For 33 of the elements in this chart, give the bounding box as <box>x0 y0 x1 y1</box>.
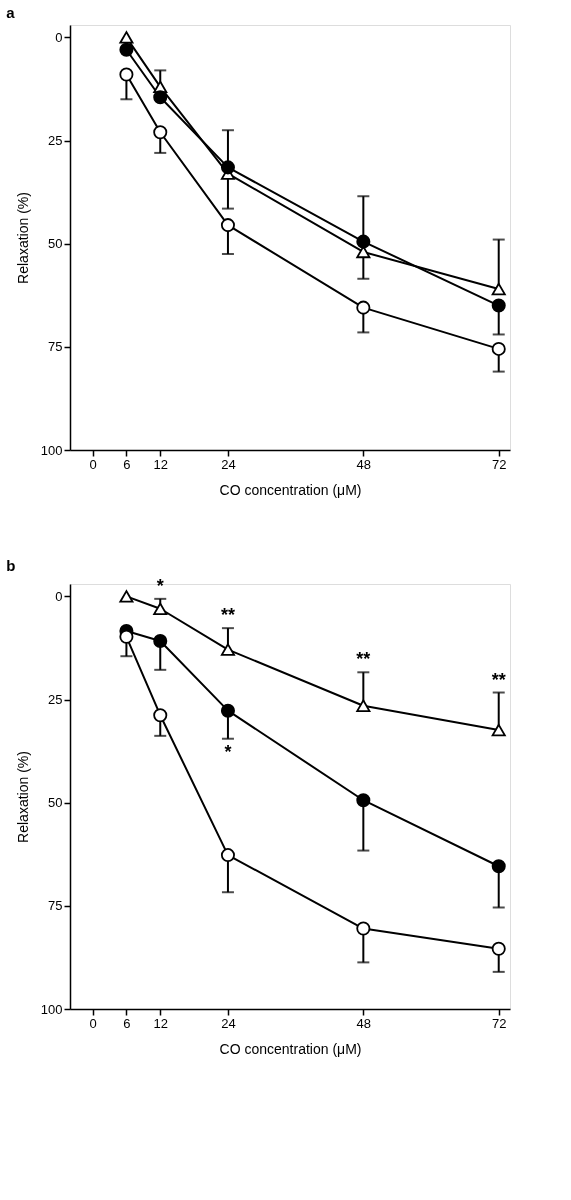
x-axis-title: CO concentration (μM) <box>219 1040 362 1057</box>
y-axis-title: Relaxation (%) <box>14 192 31 284</box>
y-axis-title: Relaxation (%) <box>14 751 31 843</box>
x-axis-title: CO concentration (μM) <box>219 481 362 498</box>
x-tick-label: 6 <box>123 456 131 472</box>
y-tick-label: 75 <box>48 339 63 355</box>
x-tick-label: 48 <box>356 456 372 472</box>
annotation: * <box>224 741 232 762</box>
annotation: ** <box>220 605 235 626</box>
y-tick-label: 25 <box>48 133 63 149</box>
x-tick-label: 12 <box>153 1015 168 1031</box>
y-tick-label: 100 <box>40 1001 63 1017</box>
x-tick-label: 24 <box>221 1015 236 1031</box>
annotation: ** <box>491 669 506 690</box>
x-tick-label: 0 <box>89 456 97 472</box>
x-tick-label: 48 <box>356 1015 372 1031</box>
x-tick-label: 72 <box>491 1015 507 1031</box>
annotation: * <box>156 575 164 596</box>
x-tick-label: 24 <box>221 456 236 472</box>
chart-title: a <box>6 4 16 21</box>
y-tick-label: 50 <box>48 795 63 811</box>
y-tick-label: 0 <box>55 29 63 45</box>
y-tick-label: 0 <box>55 588 63 604</box>
x-tick-label: 6 <box>123 1015 131 1031</box>
annotation: ** <box>356 649 371 670</box>
y-tick-label: 50 <box>48 236 63 252</box>
y-tick-label: 25 <box>48 692 63 708</box>
x-tick-label: 72 <box>491 456 507 472</box>
chart-title: b <box>6 556 16 574</box>
y-tick-label: 75 <box>48 898 63 914</box>
x-tick-label: 0 <box>89 1015 97 1031</box>
x-tick-label: 12 <box>153 456 168 472</box>
y-tick-label: 100 <box>40 442 63 458</box>
